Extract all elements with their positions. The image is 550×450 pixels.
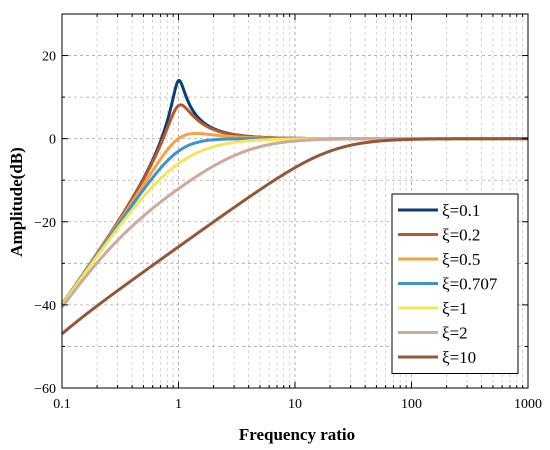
y-tick-label: −40 (34, 299, 56, 314)
legend: ξ=0.1 ξ=0.2 ξ=0.5 ξ=0.707 ξ=1 ξ=2 ξ=10 (391, 193, 519, 374)
y-axis-label: Amplitude(dB) (7, 147, 26, 257)
legend-label: ξ=1 (442, 299, 468, 318)
x-tick-label: 0.1 (53, 397, 71, 412)
legend-label: ξ=0.707 (442, 275, 498, 294)
x-tick-label: 100 (401, 397, 422, 412)
legend-label: ξ=0.2 (442, 226, 480, 245)
legend-label: ξ=2 (442, 324, 468, 343)
y-tick-label: 0 (49, 133, 56, 148)
y-tick-label: −20 (34, 216, 56, 231)
series-line (61, 137, 529, 336)
y-tick-label: 20 (42, 50, 56, 65)
legend-box (391, 193, 519, 374)
axis-ticks: 0.1 1 10 100 1000 −60 −40 −20 0 20 (34, 14, 542, 412)
y-tick-label: −60 (34, 382, 56, 397)
x-tick-label: 10 (288, 397, 302, 412)
x-tick-label: 1000 (514, 397, 542, 412)
x-tick-label: 1 (175, 397, 182, 412)
x-axis-label: Frequency ratio (239, 425, 355, 444)
legend-label: ξ=0.5 (442, 250, 480, 269)
series-lines (60, 79, 529, 336)
legend-label: ξ=10 (442, 348, 476, 367)
legend-label: ξ=0.1 (442, 201, 480, 220)
